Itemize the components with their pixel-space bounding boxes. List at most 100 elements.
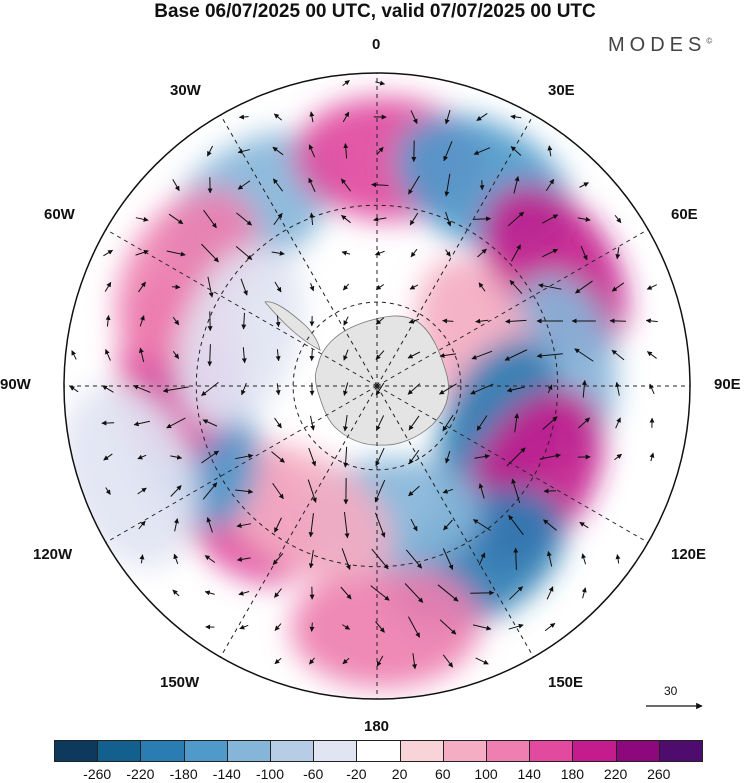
- wind-arrow: [581, 379, 587, 398]
- wind-arrow: [476, 415, 488, 431]
- wind-arrow: [474, 454, 490, 459]
- wind-arrow: [105, 349, 111, 361]
- colorbar-tick-label: -20: [346, 766, 367, 782]
- wind-arrow: [206, 145, 214, 157]
- wind-arrow: [343, 512, 350, 539]
- wind-arrow: [133, 420, 150, 427]
- wind-arrow: [138, 347, 145, 362]
- wind-arrow: [172, 179, 180, 192]
- wind-arrow: [139, 315, 145, 327]
- lon-label-30w: 30W: [170, 82, 201, 99]
- wind-arrow: [135, 216, 149, 222]
- wind-arrow: [308, 447, 317, 467]
- wind-arrow: [237, 180, 251, 190]
- wind-arrow: [207, 344, 213, 367]
- wind-arrow: [611, 282, 625, 292]
- wind-arrow: [343, 414, 348, 432]
- wind-arrow: [410, 110, 418, 125]
- colorbar-tick-label: 180: [560, 766, 585, 782]
- wind-vectors: [69, 79, 658, 670]
- wind-arrow: [539, 453, 561, 460]
- wind-arrow: [162, 386, 189, 393]
- wind-arrow: [609, 318, 626, 324]
- wind-arrow: [201, 243, 219, 263]
- wind-arrow: [308, 177, 316, 193]
- colorbar-segment: [183, 740, 228, 762]
- colorbar-tick-label: 20: [391, 766, 408, 782]
- wind-arrow: [343, 143, 349, 159]
- wind-arrow: [445, 249, 451, 257]
- wind-arrow: [201, 381, 219, 397]
- colorbar-segment: [658, 740, 703, 762]
- wind-arrow: [309, 622, 315, 632]
- wind-arrow: [309, 212, 315, 226]
- wind-arrow: [443, 141, 453, 162]
- wind-arrow: [241, 312, 247, 330]
- wind-arrow: [274, 623, 282, 631]
- wind-arrow: [577, 216, 591, 222]
- wind-arrow: [547, 384, 553, 394]
- wind-arrow: [545, 178, 555, 192]
- lon-label-0: 0: [372, 36, 381, 53]
- wind-arrow: [542, 416, 558, 430]
- wind-arrow: [275, 349, 281, 362]
- wind-arrow: [442, 318, 454, 324]
- wind-arrow: [342, 657, 350, 665]
- wind-arrow: [546, 586, 554, 600]
- colorbar-tick-label: -180: [169, 766, 198, 782]
- wind-arrow: [444, 109, 451, 125]
- colorbar-tick-label: 140: [517, 766, 541, 782]
- wind-arrow: [374, 250, 385, 256]
- colorbar-segment: [54, 740, 99, 762]
- wind-arrow: [201, 450, 220, 464]
- colorbar-segment: [140, 740, 185, 762]
- colorbar-tick-label: -100: [255, 766, 285, 782]
- wind-arrow: [103, 453, 113, 461]
- wind-arrow: [507, 211, 525, 227]
- wind-arrow: [375, 621, 385, 633]
- anomaly-blob: [290, 563, 481, 689]
- wind-arrow: [236, 523, 252, 528]
- wind-arrow: [206, 517, 213, 533]
- brand-logo: MODES©: [608, 34, 712, 57]
- colorbar-tick-label: 260: [647, 766, 671, 782]
- wind-arrow: [172, 351, 180, 360]
- wind-arrow: [410, 248, 418, 258]
- wind-arrow: [309, 282, 315, 292]
- wind-arrow: [471, 350, 493, 360]
- wind-arrow: [614, 453, 622, 461]
- wind-arrow: [343, 316, 349, 326]
- wind-arrow: [409, 284, 419, 290]
- wind-arrow: [581, 553, 587, 565]
- wind-arrow: [274, 657, 282, 665]
- wind-arrow: [238, 114, 249, 120]
- wind-arrow: [273, 113, 283, 121]
- wind-arrow: [506, 386, 525, 393]
- wind-arrow: [343, 349, 349, 361]
- lon-label-120e: 120E: [671, 546, 707, 563]
- wind-arrow: [541, 214, 559, 224]
- wind-arrow: [409, 212, 419, 226]
- wind-arrow: [376, 655, 384, 667]
- wind-arrow: [340, 178, 352, 192]
- wind-arrow: [478, 483, 485, 499]
- wind-arrow: [274, 517, 282, 533]
- colorbar-segment: [572, 740, 617, 762]
- wind-arrow: [509, 586, 523, 600]
- wind-arrow: [475, 318, 489, 324]
- wind-arrow: [168, 213, 184, 225]
- wind-arrow: [513, 176, 520, 194]
- wind-arrow: [341, 214, 351, 224]
- colorbar-segment: [226, 740, 271, 762]
- wind-arrow: [102, 385, 114, 393]
- wind-arrow: [69, 385, 79, 393]
- graticule: [64, 73, 690, 699]
- wind-arrow: [375, 317, 385, 325]
- wind-arrow: [202, 419, 218, 427]
- wind-arrow: [204, 590, 215, 596]
- wind-arrow: [342, 283, 350, 291]
- wind-arrow: [274, 417, 282, 429]
- wind-arrow: [443, 519, 453, 531]
- wind-arrow: [105, 314, 111, 327]
- wind-arrow: [511, 478, 521, 504]
